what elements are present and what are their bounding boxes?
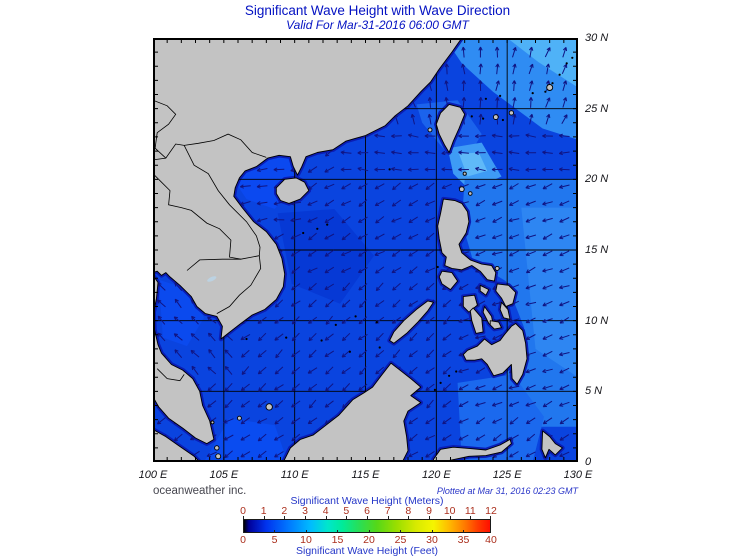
lon-tick-label: 130 E bbox=[563, 469, 593, 481]
colorbar-feet-tick-label: 0 bbox=[240, 534, 246, 546]
lon-tick-label: 110 E bbox=[280, 469, 309, 481]
colorbar-tick-mark bbox=[274, 530, 276, 533]
colorbar-tick-mark bbox=[284, 516, 286, 519]
land-mindanao bbox=[462, 323, 528, 385]
colorbar-meter-tick-label: 7 bbox=[384, 505, 391, 517]
colorbar-gradient bbox=[243, 519, 491, 533]
wave-map-canvas bbox=[153, 38, 578, 462]
colorbar-tick-mark bbox=[368, 530, 370, 533]
land-luzon bbox=[437, 198, 497, 282]
colorbar-tick-mark bbox=[305, 516, 306, 519]
colorbar-meter-tick-label: 10 bbox=[443, 505, 456, 517]
colorbar-feet-tick-label: 35 bbox=[457, 534, 470, 546]
land-negros bbox=[469, 307, 484, 334]
lat-tick-label: 30 N bbox=[585, 32, 609, 44]
colorbar-tick-mark bbox=[337, 530, 339, 533]
land-mindoro bbox=[438, 270, 459, 291]
lat-tick-label: 15 N bbox=[585, 244, 609, 256]
colorbar-feet-ticks: 0 5 10 15 20 25 30 35 40 bbox=[240, 530, 497, 546]
colorbar-tick-mark bbox=[400, 530, 402, 533]
lat-tick-label: 25 N bbox=[585, 102, 609, 115]
lon-tick-label: 100 E bbox=[138, 469, 168, 481]
lat-tick-label: 0 bbox=[585, 456, 592, 468]
colorbar-tick-mark bbox=[408, 516, 410, 519]
land-halmahera bbox=[541, 430, 563, 459]
colorbar-tick-mark bbox=[367, 516, 368, 519]
land-samar bbox=[495, 283, 517, 307]
colorbar-tick-mark bbox=[429, 516, 430, 519]
colorbar-meter-tick-label: 12 bbox=[485, 505, 497, 517]
colorbar-meter-tick-label: 9 bbox=[426, 505, 432, 517]
colorbar-meter-tick-label: 5 bbox=[343, 505, 350, 517]
colorbar-feet-tick-label: 10 bbox=[300, 534, 312, 546]
colorbar-meter-tick-label: 1 bbox=[260, 505, 267, 517]
colorbar-meter-tick-label: 4 bbox=[322, 505, 329, 517]
land-bohol bbox=[489, 320, 502, 330]
colorbar-feet-tick-label: 30 bbox=[426, 534, 438, 546]
colorbar-tick-mark bbox=[490, 516, 491, 519]
page-title: Significant Wave Height with Wave Direct… bbox=[244, 3, 511, 18]
lat-tick-label: 5 N bbox=[585, 385, 603, 398]
colorbar-meter-tick-label: 2 bbox=[281, 505, 288, 517]
colorbar-feet-tick-label: 5 bbox=[271, 534, 278, 546]
colorbar-tick-mark bbox=[325, 516, 327, 519]
colorbar-feet-tick-label: 20 bbox=[363, 534, 375, 546]
colorbar-meter-tick-label: 6 bbox=[364, 505, 370, 517]
colorbar-meter-tick-label: 11 bbox=[464, 505, 476, 517]
colorbar-feet-tick-label: 40 bbox=[485, 534, 497, 546]
land-palawan bbox=[389, 300, 434, 344]
page-subtitle: Valid For Mar-31-2016 06:00 GMT bbox=[286, 18, 469, 32]
colorbar-tick-mark bbox=[243, 516, 244, 519]
colorbar-meter-ticks: 0 1 2 3 4 5 6 7 8 9 10 11 12 bbox=[240, 505, 497, 519]
colorbar-tick-mark bbox=[305, 530, 307, 533]
branding-text: oceanweather inc. bbox=[153, 485, 247, 497]
land-taiwan bbox=[435, 103, 466, 153]
lon-tick-label: 125 E bbox=[492, 469, 522, 481]
colorbar-meter-tick-label: 8 bbox=[405, 505, 412, 517]
colorbar-feet-tick-label: 15 bbox=[331, 534, 344, 546]
land-sumatra bbox=[153, 429, 201, 462]
lon-tick-label: 120 E bbox=[421, 469, 451, 481]
colorbar-title-feet: Significant Wave Height (Feet) bbox=[295, 545, 438, 557]
plotted-at-text: Plotted at Mar 31, 2016 02:23 GMT bbox=[436, 486, 578, 496]
colorbar-meter-tick-label: 3 bbox=[302, 505, 308, 517]
colorbar-tick-mark bbox=[490, 530, 491, 533]
colorbar-title-meters: Significant Wave Height (Meters) bbox=[290, 495, 444, 507]
colorbar-tick-mark bbox=[431, 530, 433, 533]
lon-tick-label: 115 E bbox=[351, 469, 380, 481]
colorbar-feet-tick-label: 25 bbox=[394, 534, 407, 546]
colorbar-tick-mark bbox=[263, 516, 265, 519]
lat-tick-label: 20 N bbox=[585, 173, 609, 186]
lat-tick-label: 10 N bbox=[585, 314, 609, 327]
land-hainan bbox=[275, 177, 310, 204]
land-masbate bbox=[479, 284, 490, 296]
colorbar-tick-mark bbox=[463, 530, 465, 533]
lon-tick-label: 105 E bbox=[209, 469, 239, 481]
land-borneo bbox=[282, 362, 422, 462]
colorbar-meter-tick-label: 0 bbox=[240, 505, 246, 517]
land-mainland-asia bbox=[153, 38, 463, 340]
colorbar-tick-mark bbox=[387, 516, 389, 519]
colorbar-tick-mark bbox=[470, 516, 472, 519]
land-leyte bbox=[499, 301, 511, 320]
colorbar-tick-mark bbox=[346, 516, 348, 519]
colorbar-tick-mark bbox=[243, 530, 244, 533]
colorbar-tick-mark bbox=[449, 516, 451, 519]
